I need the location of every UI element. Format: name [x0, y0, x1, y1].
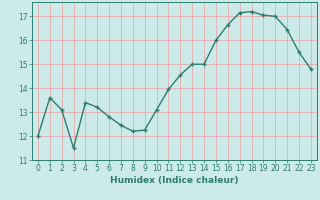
X-axis label: Humidex (Indice chaleur): Humidex (Indice chaleur) [110, 176, 239, 185]
